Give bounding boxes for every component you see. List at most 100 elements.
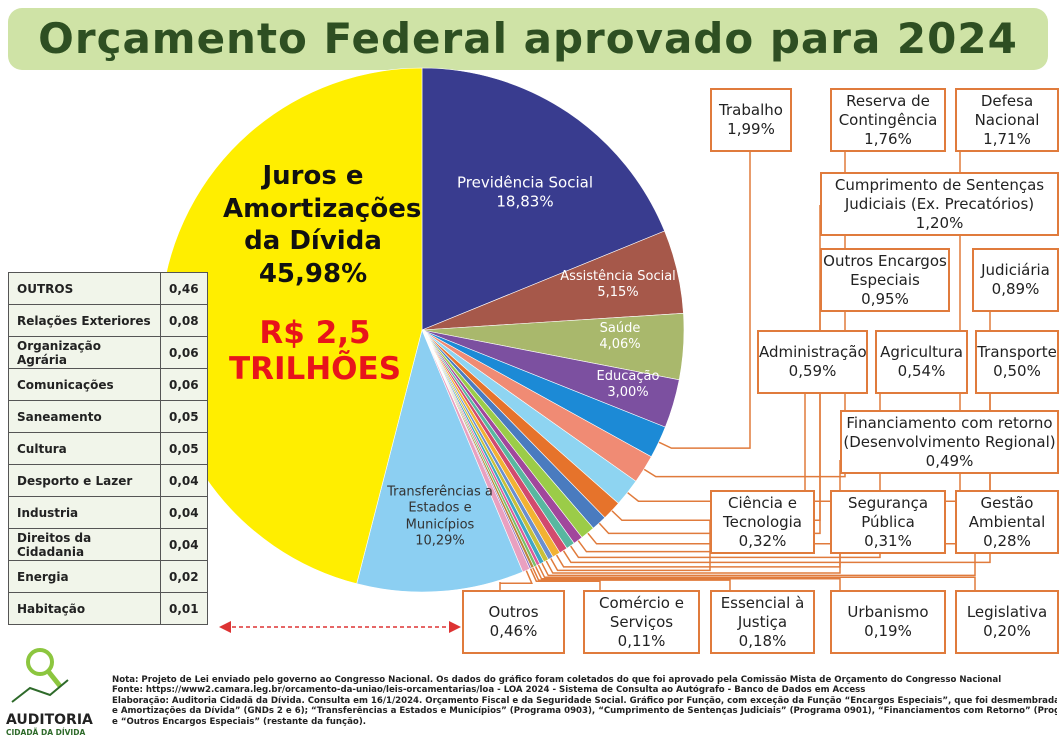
inside-label: Assistência Social 5,15% (533, 269, 703, 302)
inside-label: Previdência Social 18,83% (440, 173, 610, 211)
table-cell: 0,04 (160, 496, 208, 529)
slice-label: Juros e Amortizações da Dívida (223, 161, 422, 256)
callout-box: Segurança Pública 0,31% (830, 490, 946, 554)
value-label: 0,95% (861, 289, 909, 308)
table-row: Energia 0,02 (8, 560, 208, 593)
slice-label: Judiciária (981, 261, 1050, 279)
leader-line (539, 554, 976, 577)
callout-box: Financiamento com retorno (Desenvolvimen… (840, 410, 1059, 474)
note-line: e Amortizações da Dívida” (GNDs 2 e 6); … (112, 706, 1057, 717)
slice-label: Transporte (977, 343, 1057, 361)
slice-label: Essencial à Justiça (720, 593, 805, 631)
value-label: 0,31% (864, 531, 912, 550)
slice-label: Gestão Ambiental (968, 493, 1046, 531)
value-label: 4,06% (599, 337, 641, 352)
value-label: 1,71% (983, 129, 1031, 148)
logo-icon (26, 648, 54, 676)
table-row: Direitos da Cidadania 0,04 (8, 528, 208, 561)
slice-label: Previdência Social (457, 173, 593, 192)
logo-subtitle: CIDADÃ DA DÍVIDA (6, 728, 86, 737)
value-label: 18,83% (496, 192, 554, 210)
slice-label: Defesa Nacional (974, 91, 1040, 129)
callout-box: Agricultura 0,54% (875, 330, 968, 394)
callout-box: Outros 0,46% (462, 590, 565, 654)
slice-label: Administração (759, 343, 867, 361)
value-label: 0,49% (925, 451, 974, 470)
table-cell: 0,02 (160, 560, 208, 593)
value-label: 0,11% (617, 631, 666, 650)
callout-box: Gestão Ambiental 0,28% (955, 490, 1059, 554)
leader-line (499, 566, 533, 590)
table-cell: 0,05 (160, 400, 208, 433)
inside-label: Transferências a Estados e Municípios 10,… (380, 485, 500, 550)
leader-line (533, 562, 841, 590)
slice-label: Cumprimento de Sentenças Judiciais (Ex. … (834, 175, 1045, 213)
callout-box: Defesa Nacional 1,71% (955, 88, 1059, 152)
slice-label: Educação (596, 368, 660, 384)
note-line: Fonte: https://www2.camara.leg.br/orcame… (112, 685, 866, 696)
table-cell: Industria (8, 496, 161, 529)
table-cell: Relações Exteriores (8, 304, 161, 337)
table-cell: Desporto e Lazer (8, 464, 161, 497)
table-row: Habitação 0,01 (8, 592, 208, 625)
table-cell: Habitação (8, 592, 161, 625)
leader-line (535, 560, 976, 590)
table-row: Comunicações 0,06 (8, 368, 208, 401)
inside-label: Juros e Amortizações da Dívida 45,98% (223, 160, 422, 290)
slice-label: Agricultura (880, 343, 963, 361)
value-label: 0,18% (738, 631, 787, 650)
annotation: R$ 2,5 TRILHÕES (228, 315, 402, 387)
table-row: Organização Agrária 0,06 (8, 336, 208, 369)
leader-line (654, 152, 751, 449)
table-cell: Saneamento (8, 400, 161, 433)
callout-box: Judiciária 0,89% (972, 248, 1059, 312)
callout-box: Transporte 0,50% (975, 330, 1059, 394)
callout-box: Administração 0,59% (757, 330, 868, 394)
table-cell: 0,01 (160, 592, 208, 625)
leader-line (543, 554, 841, 574)
slice-label: Outros (488, 603, 539, 621)
note-line: e “Outros Encargos Especiais” (restante … (112, 716, 367, 727)
callout-box: Ciência e Tecnologia 0,32% (710, 490, 815, 554)
callout-box: Essencial à Justiça 0,18% (710, 590, 815, 654)
value-label: 0,32% (738, 531, 787, 550)
pie-slice (356, 329, 524, 593)
callout-box: Comércio e Serviços 0,11% (583, 590, 700, 654)
value-label: 0,59% (788, 362, 837, 380)
table-cell: 0,05 (160, 432, 208, 465)
table-cell: 0,04 (160, 528, 208, 561)
callout-box: Urbanismo 0,19% (830, 590, 946, 654)
table-row: OUTROS 0,46 (8, 272, 208, 305)
leader-line (528, 564, 601, 590)
callout-box: Legislativa 0,20% (955, 590, 1059, 654)
table-cell: Cultura (8, 432, 161, 465)
slice-label: Reserva de Contingência (838, 91, 938, 129)
slice-label: Financiamento com retorno (Desenvolvimen… (843, 413, 1056, 451)
logo-icon (46, 669, 62, 688)
slice-label: Trabalho (719, 101, 783, 119)
slice-label: Assistência Social (560, 268, 676, 284)
notes: Nota: Projeto de Lei enviado pelo govern… (112, 675, 1057, 727)
inside-label: Educação 3,00% (543, 369, 713, 402)
callout-box: Trabalho 1,99% (710, 88, 792, 152)
title: Orçamento Federal aprovado para 2024 (38, 14, 1018, 63)
value-label: 0,46% (489, 622, 538, 640)
note-line: Nota: Projeto de Lei enviado pelo govern… (112, 675, 1002, 685)
note-line: Elaboração: Auditoria Cidadã da Dívida. … (112, 695, 1057, 706)
value-label: 45,98% (258, 258, 368, 289)
table-row: Cultura 0,05 (8, 432, 208, 465)
value-label: 10,29% (415, 533, 465, 549)
slice-label: Comércio e Serviços (599, 593, 684, 631)
table-row: Desporto e Lazer 0,04 (8, 464, 208, 497)
leader-line (575, 394, 806, 553)
value-label: 0,20% (983, 622, 1031, 640)
callout-box: Outros Encargos Especiais 0,95% (820, 248, 950, 312)
pie-slice (421, 67, 665, 331)
table-cell: 0,06 (160, 336, 208, 369)
table-cell: 0,08 (160, 304, 208, 337)
slice-label: Saúde (599, 320, 641, 336)
callout-box: Reserva de Contingência 1,76% (830, 88, 946, 152)
table-row: Saneamento 0,05 (8, 400, 208, 433)
value-label: 0,19% (864, 622, 912, 640)
